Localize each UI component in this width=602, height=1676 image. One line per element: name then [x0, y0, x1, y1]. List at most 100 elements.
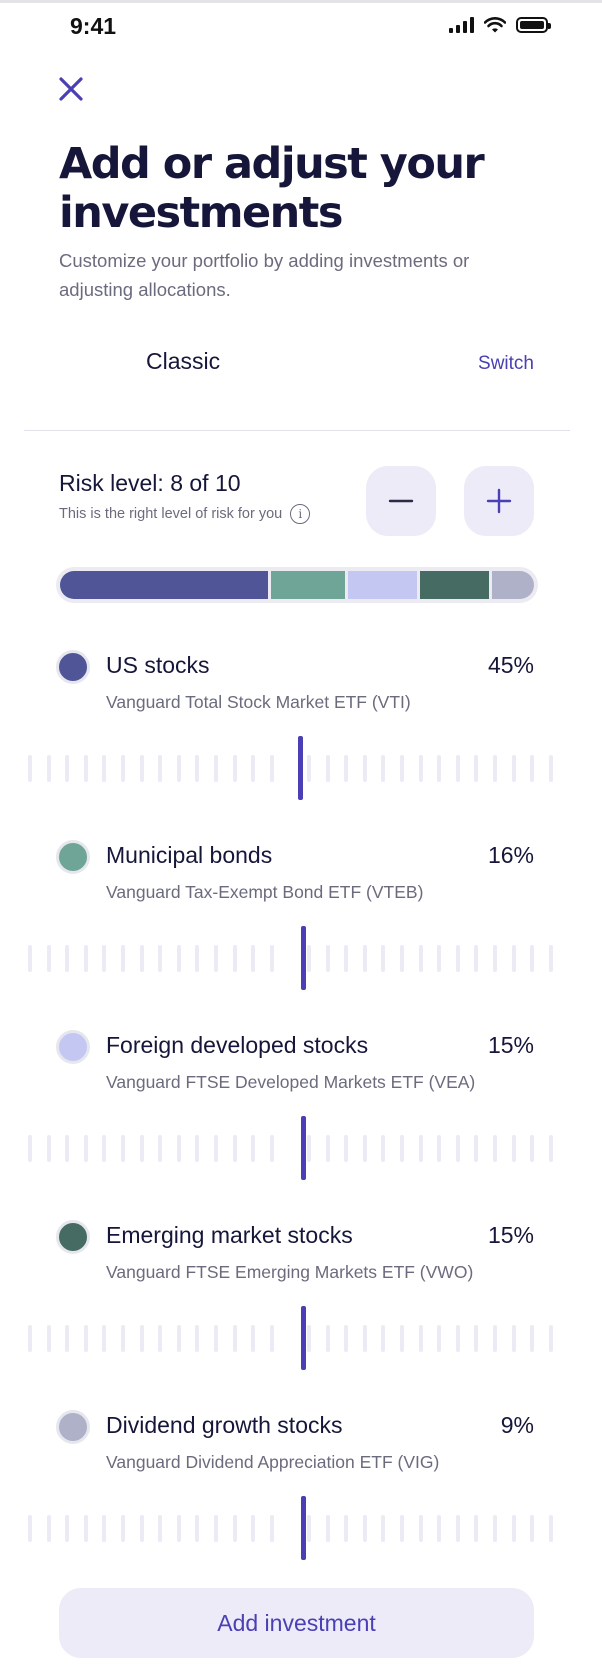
- slider-tick: [400, 1515, 404, 1542]
- holding-name: Foreign developed stocks: [106, 1032, 369, 1058]
- slider-tick: [400, 945, 404, 972]
- status-icons: [449, 17, 551, 33]
- slider-tick: [511, 945, 516, 972]
- slider-tick: [548, 1325, 553, 1352]
- slider-tick: [102, 1135, 107, 1162]
- allocation-slider[interactable]: [24, 1496, 570, 1560]
- slider-tick: [65, 1135, 70, 1162]
- slider-tick: [214, 1135, 218, 1162]
- add-investment-button[interactable]: Add investment: [59, 1588, 534, 1658]
- slider-tick: [83, 945, 88, 972]
- close-icon: [59, 77, 83, 101]
- holding-row: Municipal bonds 16% Vanguard Tax-Exempt Bo…: [0, 830, 602, 1010]
- slider-tick: [437, 1325, 442, 1352]
- slider-tick: [214, 1515, 218, 1542]
- holding-fund: Vanguard FTSE Emerging Markets ETF (VWO): [106, 1262, 474, 1282]
- slider-tick: [121, 945, 125, 972]
- increase-risk-button[interactable]: [464, 466, 534, 536]
- slider-thumb[interactable]: [301, 1116, 306, 1180]
- slider-tick: [493, 1135, 497, 1162]
- info-icon[interactable]: i: [290, 504, 311, 524]
- slider-tick: [83, 755, 88, 782]
- slider-tick: [28, 945, 32, 972]
- slider-tick: [251, 945, 256, 972]
- slider-tick: [474, 1325, 479, 1352]
- slider-tick: [139, 1325, 144, 1352]
- slider-tick: [474, 755, 479, 782]
- slider-tick: [195, 945, 200, 972]
- slider-tick: [307, 1515, 311, 1542]
- battery-icon: [516, 17, 551, 33]
- holding-color-dot: [56, 650, 90, 684]
- holding-fund: Vanguard FTSE Developed Markets ETF (VEA…: [106, 1072, 476, 1092]
- slider-tick: [530, 755, 535, 782]
- slider-tick: [307, 945, 311, 972]
- slider-tick: [102, 945, 107, 972]
- slider-tick: [418, 1135, 423, 1162]
- slider-tick: [437, 755, 442, 782]
- slider-tick: [325, 755, 330, 782]
- allocation-slider[interactable]: [24, 736, 570, 800]
- slider-tick: [158, 755, 163, 782]
- slider-tick: [269, 1325, 274, 1352]
- slider-tick: [176, 755, 181, 782]
- slider-tick: [46, 1515, 51, 1542]
- wifi-icon: [484, 17, 506, 33]
- allocation-segment: [60, 571, 268, 599]
- holding-fund: Vanguard Dividend Appreciation ETF (VIG): [106, 1452, 440, 1472]
- slider-tick: [474, 1135, 479, 1162]
- slider-tick: [214, 945, 218, 972]
- slider-tick: [530, 1135, 535, 1162]
- slider-tick: [158, 1135, 163, 1162]
- switch-portfolio-link[interactable]: Switch: [478, 353, 534, 374]
- slider-tick: [232, 1325, 237, 1352]
- allocation-slider[interactable]: [24, 1306, 570, 1370]
- slider-tick: [511, 755, 516, 782]
- slider-tick: [139, 945, 144, 972]
- slider-tick: [195, 1325, 200, 1352]
- slider-tick: [418, 755, 423, 782]
- slider-tick: [418, 945, 423, 972]
- slider-tick: [455, 1515, 460, 1542]
- slider-tick: [381, 1325, 386, 1352]
- slider-tick: [195, 755, 200, 782]
- holding-name: Emerging market stocks: [106, 1222, 353, 1248]
- slider-tick: [362, 1515, 367, 1542]
- slider-tick: [548, 1135, 553, 1162]
- slider-tick: [493, 1515, 497, 1542]
- slider-tick: [474, 1515, 479, 1542]
- holding-row: US stocks 45% Vanguard Total Stock Market …: [0, 640, 602, 820]
- slider-tick: [455, 1135, 460, 1162]
- slider-tick: [362, 755, 367, 782]
- slider-tick: [28, 1515, 32, 1542]
- slider-tick: [307, 1135, 311, 1162]
- slider-tick: [158, 1325, 163, 1352]
- slider-tick: [493, 755, 497, 782]
- slider-tick: [139, 1135, 144, 1162]
- slider-tick: [325, 1325, 330, 1352]
- allocation-slider[interactable]: [24, 1116, 570, 1180]
- slider-tick: [232, 945, 237, 972]
- slider-tick: [158, 945, 163, 972]
- slider-tick: [121, 755, 125, 782]
- allocation-slider[interactable]: [24, 926, 570, 990]
- slider-tick: [511, 1135, 516, 1162]
- slider-tick: [176, 1135, 181, 1162]
- slider-thumb[interactable]: [301, 1306, 306, 1370]
- holding-color-dot: [56, 1220, 90, 1254]
- slider-thumb[interactable]: [301, 1496, 306, 1560]
- minus-icon: [388, 499, 414, 503]
- decrease-risk-button[interactable]: [366, 466, 436, 536]
- slider-tick: [362, 1135, 367, 1162]
- slider-tick: [455, 755, 460, 782]
- holding-percent: 45%: [487, 652, 534, 678]
- holding-row: Foreign developed stocks 15% Vanguard FTSE…: [0, 1020, 602, 1200]
- slider-tick: [158, 1515, 163, 1542]
- allocation-segment: [347, 571, 418, 599]
- slider-tick: [530, 1515, 535, 1542]
- close-button[interactable]: [56, 74, 86, 104]
- holding-percent: 15%: [487, 1222, 534, 1248]
- slider-thumb[interactable]: [298, 736, 303, 800]
- page-subtitle: Customize your portfolio by adding inves…: [59, 250, 470, 300]
- slider-thumb[interactable]: [301, 926, 306, 990]
